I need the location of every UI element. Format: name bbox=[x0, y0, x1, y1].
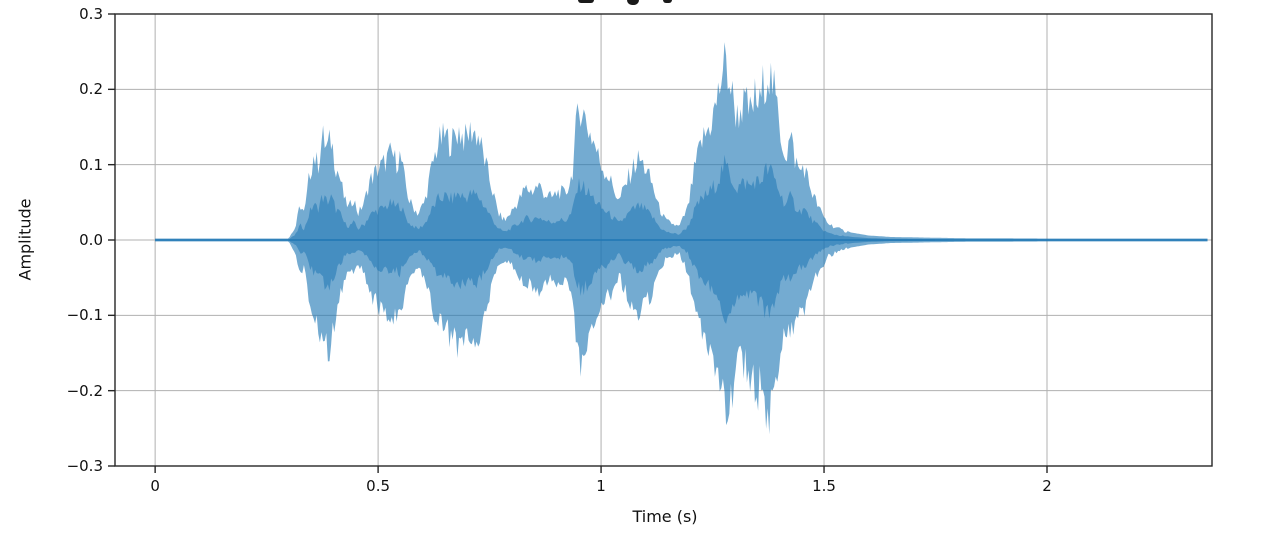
clipped-title-fragment bbox=[578, 0, 594, 3]
waveform-series bbox=[155, 42, 1208, 435]
clipped-title-fragment bbox=[663, 0, 672, 3]
clipped-title-fragment bbox=[627, 0, 639, 5]
